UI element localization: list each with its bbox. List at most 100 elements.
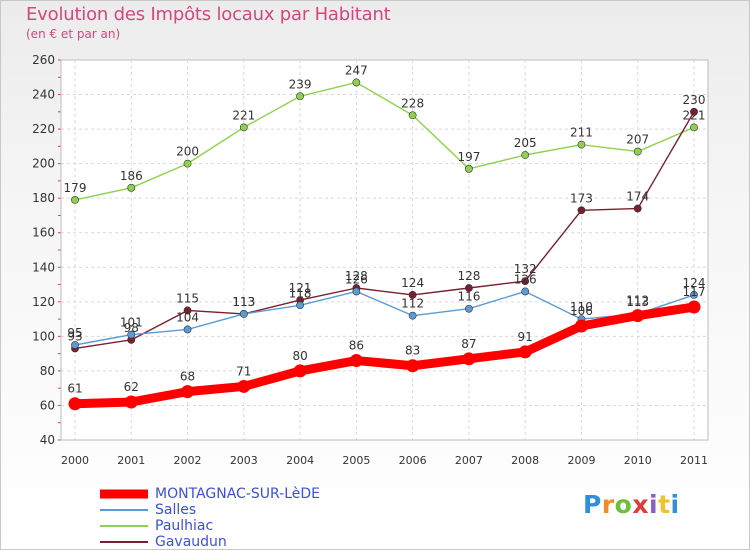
plot-area	[61, 60, 708, 440]
data-label: 230	[683, 93, 706, 107]
data-label: 98	[124, 321, 139, 335]
legend-label: Paulhiac	[155, 518, 214, 534]
data-label: 205	[514, 136, 537, 150]
data-label: 110	[570, 300, 593, 314]
data-point	[239, 123, 248, 132]
data-point	[349, 354, 363, 368]
y-tick-label: 120	[32, 295, 55, 309]
x-tick-label: 2010	[624, 454, 652, 467]
y-tick-label: 100	[32, 329, 55, 343]
logo-letter: r	[601, 490, 615, 519]
data-label: 93	[67, 329, 82, 343]
data-point	[462, 352, 476, 366]
data-label: 124	[401, 276, 424, 290]
data-point	[71, 196, 79, 204]
data-point	[521, 151, 530, 159]
data-point	[237, 379, 251, 393]
data-point	[465, 304, 473, 313]
data-point	[408, 311, 417, 320]
data-point	[577, 140, 586, 149]
data-point	[296, 301, 304, 310]
data-point	[127, 330, 136, 339]
x-tick-label: 2006	[399, 454, 427, 467]
data-label: 121	[289, 281, 312, 295]
legend-label: Salles	[155, 502, 197, 518]
plot-border	[60, 59, 709, 441]
data-point	[352, 78, 361, 87]
legend-swatch	[100, 525, 148, 527]
data-point	[633, 147, 642, 156]
x-tick-label: 2000	[61, 454, 89, 467]
logo-letter: P	[583, 490, 602, 519]
data-label: 112	[626, 294, 649, 308]
data-label: 228	[401, 96, 424, 110]
data-point	[293, 364, 307, 378]
data-label: 186	[120, 169, 143, 183]
data-label: 116	[457, 290, 480, 304]
data-point	[183, 159, 192, 168]
logo-letter: o	[614, 490, 633, 519]
data-label: 71	[236, 364, 251, 378]
data-point	[406, 359, 420, 373]
data-point	[690, 107, 698, 116]
legend-label: Gavaudun	[155, 534, 227, 550]
data-label: 115	[176, 291, 199, 305]
chart-title: Evolution des Impôts locaux par Habitant	[26, 4, 391, 25]
data-label: 80	[292, 349, 307, 363]
data-label: 118	[289, 286, 312, 300]
y-tick-label: 200	[32, 157, 55, 171]
series-line-3	[74, 111, 695, 350]
data-point	[127, 183, 136, 192]
data-label: 200	[176, 145, 199, 159]
data-label: 132	[514, 262, 537, 276]
logo-letter: t	[658, 490, 671, 519]
x-tick-label: 2008	[511, 454, 539, 467]
data-point	[408, 111, 417, 120]
data-point	[465, 164, 473, 173]
logo-letter: i	[649, 490, 659, 519]
data-point	[633, 204, 642, 213]
proxiti-logo: Proxiti	[583, 490, 680, 519]
x-tick-label: 2007	[455, 454, 483, 467]
x-tick-label: 2005	[342, 454, 370, 467]
data-label: 113	[626, 295, 649, 309]
data-point	[183, 306, 192, 315]
data-label: 124	[683, 276, 706, 290]
data-point	[521, 287, 530, 296]
y-tick-label: 220	[32, 122, 55, 136]
data-label: 62	[124, 380, 139, 394]
chart-subtitle: (en € et par an)	[26, 27, 121, 41]
x-tick-label: 2001	[117, 454, 145, 467]
legend-label: MONTAGNAC-SUR-LèDE	[155, 486, 320, 502]
data-point	[239, 310, 248, 318]
data-point	[71, 341, 79, 349]
data-label: 112	[401, 297, 424, 311]
legend-swatch	[100, 509, 148, 511]
data-label: 68	[180, 370, 195, 384]
data-point	[687, 300, 701, 314]
data-point	[181, 385, 195, 399]
data-label: 91	[518, 330, 533, 344]
x-tick-label: 2003	[230, 454, 258, 467]
legend-swatch	[100, 541, 148, 543]
data-label: 239	[289, 77, 312, 91]
data-label: 128	[345, 269, 368, 283]
x-tick-label: 2011	[680, 454, 708, 467]
logo-letter: x	[632, 490, 649, 519]
y-tick-label: 60	[40, 398, 55, 412]
data-point	[124, 395, 138, 409]
data-point	[690, 123, 698, 132]
data-label: 117	[683, 285, 706, 299]
x-tick-label: 2009	[567, 454, 595, 467]
series-line-2	[74, 81, 695, 201]
data-point	[518, 345, 532, 359]
data-label: 61	[67, 382, 82, 396]
data-label: 83	[405, 344, 420, 358]
series-line-1	[74, 290, 695, 346]
x-tick-label: 2002	[174, 454, 202, 467]
y-tick-label: 180	[32, 191, 55, 205]
y-tick-label: 160	[32, 226, 55, 240]
data-label: 174	[626, 190, 649, 204]
y-tick-label: 260	[32, 53, 55, 67]
